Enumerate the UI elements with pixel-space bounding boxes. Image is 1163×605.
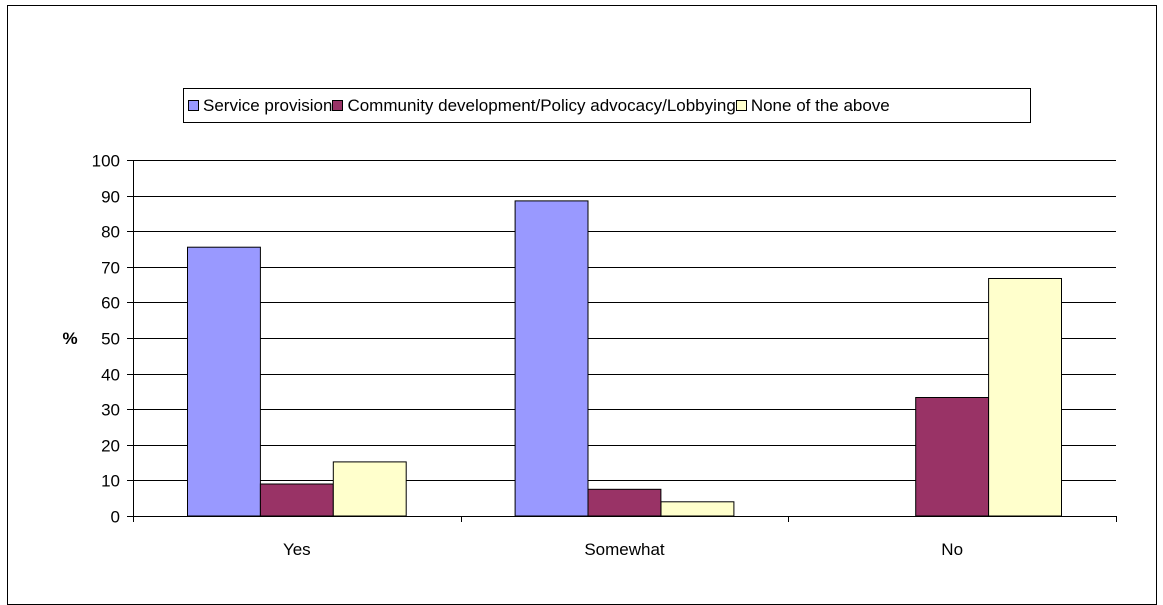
y-tick-label: 20 xyxy=(101,437,120,456)
legend: Service provision Community development/… xyxy=(183,88,1031,123)
y-tick-label: 90 xyxy=(101,188,120,207)
bar-yes-series-1 xyxy=(259,483,334,517)
legend-item-service-provision: Service provision xyxy=(188,96,332,116)
bar-yes-series-2 xyxy=(332,461,407,517)
bar-no-series-2 xyxy=(988,278,1062,517)
y-tick-label: 70 xyxy=(101,259,120,278)
axes xyxy=(127,160,1117,522)
bars xyxy=(187,200,1062,517)
legend-label-none-of-the-above: None of the above xyxy=(750,95,890,115)
legend-swatch-community-development xyxy=(332,100,344,111)
y-tick-label: 40 xyxy=(101,366,120,385)
y-tick-label: 10 xyxy=(101,472,120,491)
bar-yes-series-0 xyxy=(187,246,261,517)
x-tick-label: No xyxy=(941,540,963,559)
bar-no-series-1 xyxy=(915,397,990,517)
y-tick-label: 60 xyxy=(101,294,120,313)
legend-item-none-of-the-above: None of the above xyxy=(735,95,890,116)
y-tick-label: 30 xyxy=(101,401,120,420)
bar-somewhat-series-0 xyxy=(514,200,589,517)
x-tick-label: Somewhat xyxy=(584,540,665,559)
legend-swatch-none-of-the-above xyxy=(735,100,747,111)
legend-label-community-development: Community development/Policy advocacy/Lo… xyxy=(347,95,736,115)
bar-somewhat-series-2 xyxy=(660,501,735,517)
y-axis-label: % xyxy=(62,329,77,348)
bar-somewhat-series-1 xyxy=(587,488,662,517)
y-tick-label: 50 xyxy=(101,330,120,349)
axis-labels: 0 10 20 30 40 50 60 70 80 90 100 Yes Somewhat No xyxy=(92,152,963,560)
y-tick-label: 80 xyxy=(101,223,120,242)
x-tick-label: Yes xyxy=(283,540,311,559)
legend-swatch-service-provision xyxy=(188,100,199,111)
legend-item-community-development: Community development/Policy advocacy/Lo… xyxy=(332,95,736,116)
y-tick-label: 100 xyxy=(92,152,120,171)
y-tick-label: 0 xyxy=(111,508,120,527)
legend-label-service-provision: Service provision xyxy=(203,95,333,115)
